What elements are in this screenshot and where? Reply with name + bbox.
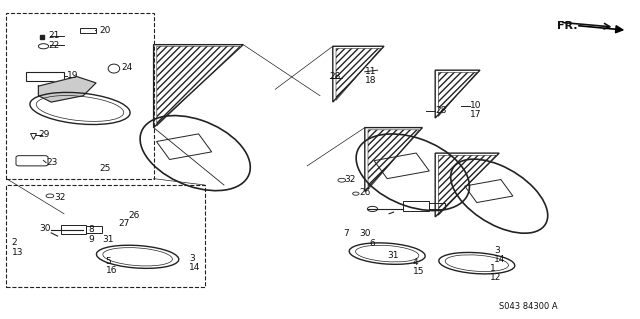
Text: 18: 18 — [365, 76, 376, 85]
Text: 7: 7 — [344, 229, 349, 238]
Text: 9: 9 — [88, 235, 94, 244]
Bar — [429, 203, 445, 209]
Text: 6: 6 — [369, 239, 375, 248]
Text: 23: 23 — [46, 158, 58, 167]
Text: 30: 30 — [40, 224, 51, 233]
Text: 24: 24 — [122, 63, 133, 72]
Bar — [26, 72, 64, 81]
Text: 3: 3 — [494, 246, 500, 255]
Text: 4: 4 — [413, 258, 419, 267]
Bar — [6, 185, 205, 287]
Text: 15: 15 — [413, 267, 424, 276]
Text: 32: 32 — [344, 175, 356, 184]
Text: 5: 5 — [106, 257, 111, 266]
Text: 28: 28 — [435, 106, 447, 115]
Bar — [156, 134, 212, 160]
Text: 16: 16 — [106, 266, 117, 275]
Text: 19: 19 — [67, 71, 79, 80]
Text: 8: 8 — [88, 225, 94, 234]
Text: 27: 27 — [118, 219, 130, 228]
Text: 2: 2 — [12, 238, 17, 247]
Text: 14: 14 — [494, 255, 506, 263]
Bar — [86, 226, 102, 233]
Text: 10: 10 — [470, 101, 482, 110]
Text: 31: 31 — [102, 235, 114, 244]
Text: 14: 14 — [189, 263, 200, 272]
Text: S043 84300 A: S043 84300 A — [499, 302, 558, 311]
Bar — [374, 153, 429, 179]
Text: 25: 25 — [99, 164, 111, 173]
Bar — [6, 13, 154, 179]
Text: 26: 26 — [360, 189, 371, 197]
Bar — [465, 180, 513, 203]
Bar — [61, 225, 86, 234]
Text: 28: 28 — [330, 72, 341, 81]
Text: 22: 22 — [48, 41, 60, 50]
Text: 17: 17 — [470, 110, 482, 119]
Text: 29: 29 — [38, 130, 50, 139]
Bar — [403, 201, 429, 211]
Polygon shape — [38, 77, 96, 102]
Text: FR.: FR. — [557, 20, 577, 31]
Text: 30: 30 — [360, 229, 371, 238]
Text: 26: 26 — [128, 211, 140, 220]
Text: 32: 32 — [54, 193, 66, 202]
Text: 3: 3 — [189, 254, 195, 263]
Text: 11: 11 — [365, 67, 376, 76]
Text: 12: 12 — [490, 273, 501, 282]
Text: 1: 1 — [490, 264, 495, 273]
Text: 21: 21 — [48, 31, 60, 40]
Bar — [80, 28, 96, 33]
Text: 20: 20 — [99, 26, 111, 35]
Text: 31: 31 — [387, 251, 399, 260]
Text: 13: 13 — [12, 248, 23, 256]
